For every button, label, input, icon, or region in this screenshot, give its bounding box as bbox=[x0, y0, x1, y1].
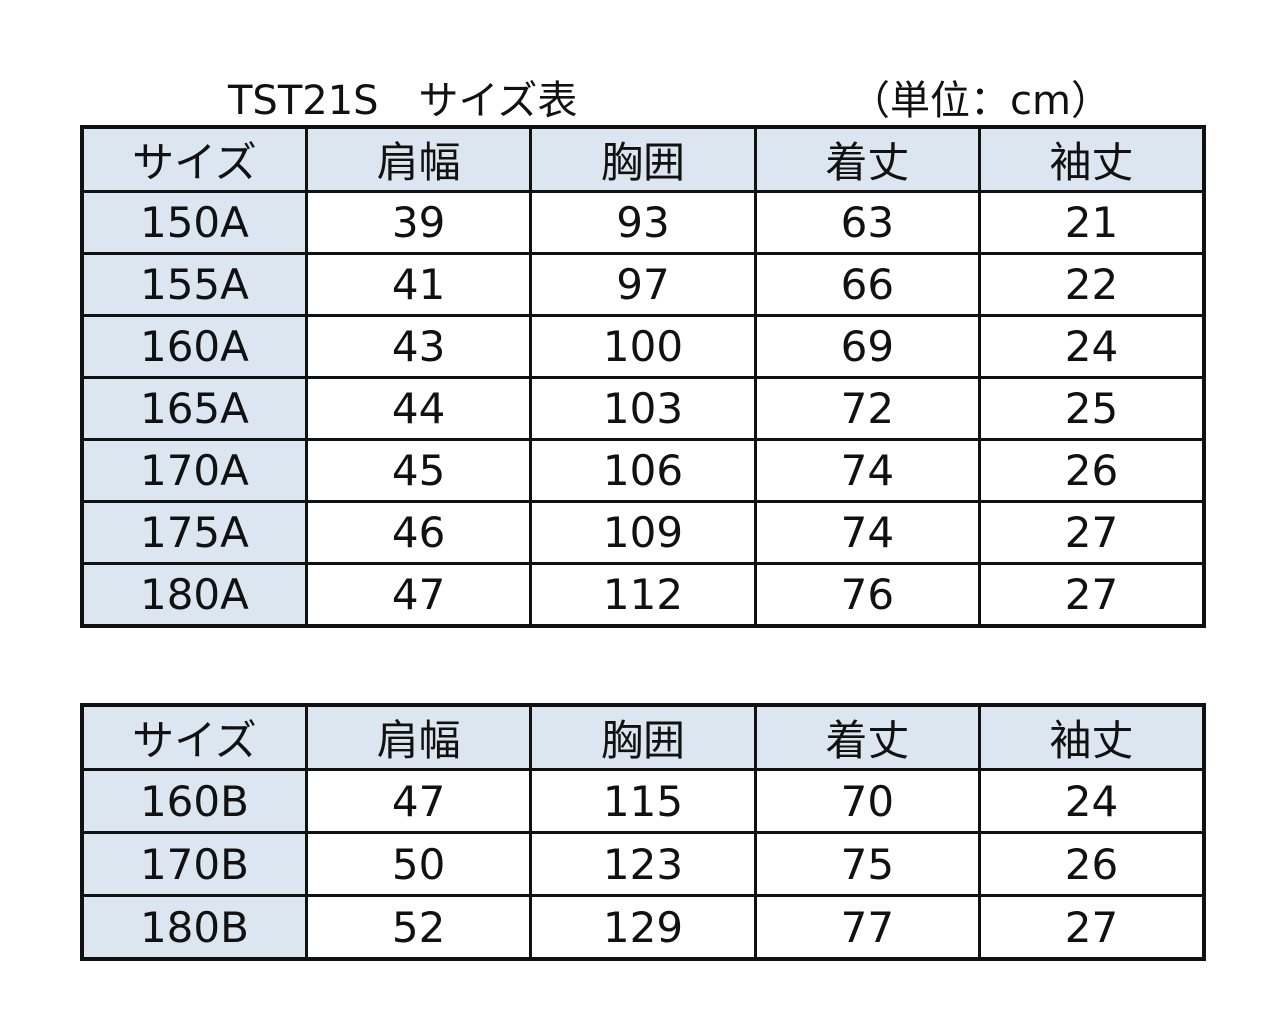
size-cell: 180B bbox=[80, 894, 308, 961]
value-cell: 70 bbox=[753, 768, 982, 834]
header-cell: 着丈 bbox=[753, 703, 982, 771]
table-row: 170A 45 106 74 26 bbox=[80, 438, 1206, 503]
value-cell: 46 bbox=[304, 500, 533, 565]
table-row: 180A 47 112 76 27 bbox=[80, 562, 1206, 628]
size-cell: 180A bbox=[80, 562, 308, 628]
value-cell: 27 bbox=[978, 562, 1206, 628]
value-cell: 47 bbox=[304, 768, 533, 834]
value-cell: 129 bbox=[529, 894, 757, 961]
size-cell: 160A bbox=[80, 314, 308, 379]
value-cell: 41 bbox=[304, 252, 533, 317]
size-cell: 170A bbox=[80, 438, 308, 503]
value-cell: 76 bbox=[753, 562, 982, 628]
value-cell: 74 bbox=[753, 438, 982, 503]
value-cell: 72 bbox=[753, 376, 982, 441]
value-cell: 109 bbox=[529, 500, 757, 565]
header-cell: 肩幅 bbox=[304, 703, 533, 771]
value-cell: 26 bbox=[978, 438, 1206, 503]
value-cell: 74 bbox=[753, 500, 982, 565]
size-table: サイズ 肩幅 胸囲 着丈 袖丈 150A 39 93 63 21 155A 41 97 66 22 160A 4… bbox=[80, 125, 1206, 628]
value-cell: 26 bbox=[978, 831, 1206, 897]
value-cell: 100 bbox=[529, 314, 757, 379]
table-row: 155A 41 97 66 22 bbox=[80, 252, 1206, 317]
value-cell: 63 bbox=[753, 190, 982, 255]
value-cell: 103 bbox=[529, 376, 757, 441]
header-cell: 胸囲 bbox=[529, 125, 757, 193]
table-row: 165A 44 103 72 25 bbox=[80, 376, 1206, 441]
value-cell: 123 bbox=[529, 831, 757, 897]
title: TST21S サイズ表 bbox=[228, 78, 578, 124]
value-cell: 27 bbox=[978, 500, 1206, 565]
header-cell: 胸囲 bbox=[529, 703, 757, 771]
value-cell: 93 bbox=[529, 190, 757, 255]
value-cell: 52 bbox=[304, 894, 533, 961]
value-cell: 77 bbox=[753, 894, 982, 961]
value-cell: 24 bbox=[978, 314, 1206, 379]
size-cell: 175A bbox=[80, 500, 308, 565]
value-cell: 44 bbox=[304, 376, 533, 441]
value-cell: 45 bbox=[304, 438, 533, 503]
header-cell: 着丈 bbox=[753, 125, 982, 193]
header-row: サイズ 肩幅 胸囲 着丈 袖丈 bbox=[80, 703, 1206, 771]
value-cell: 27 bbox=[978, 894, 1206, 961]
value-cell: 24 bbox=[978, 768, 1206, 834]
value-cell: 43 bbox=[304, 314, 533, 379]
header-row: サイズ 肩幅 胸囲 着丈 袖丈 bbox=[80, 125, 1206, 193]
value-cell: 25 bbox=[978, 376, 1206, 441]
value-cell: 112 bbox=[529, 562, 757, 628]
size-cell: 165A bbox=[80, 376, 308, 441]
value-cell: 106 bbox=[529, 438, 757, 503]
table-row: 150A 39 93 63 21 bbox=[80, 190, 1206, 255]
table-row: 160B 47 115 70 24 bbox=[80, 768, 1206, 834]
value-cell: 66 bbox=[753, 252, 982, 317]
value-cell: 75 bbox=[753, 831, 982, 897]
value-cell: 39 bbox=[304, 190, 533, 255]
header-cell: 袖丈 bbox=[978, 703, 1206, 771]
header-cell: サイズ bbox=[80, 125, 308, 193]
table-row: 160A 43 100 69 24 bbox=[80, 314, 1206, 379]
value-cell: 47 bbox=[304, 562, 533, 628]
size-cell: 170B bbox=[80, 831, 308, 897]
header-cell: 袖丈 bbox=[978, 125, 1206, 193]
table-row: 175A 46 109 74 27 bbox=[80, 500, 1206, 565]
value-cell: 21 bbox=[978, 190, 1206, 255]
value-cell: 22 bbox=[978, 252, 1206, 317]
unit-label: （単位：cm） bbox=[850, 78, 1111, 124]
size-cell: 155A bbox=[80, 252, 308, 317]
table-row: 180B 52 129 77 27 bbox=[80, 894, 1206, 961]
value-cell: 115 bbox=[529, 768, 757, 834]
size-cell: 160B bbox=[80, 768, 308, 834]
header-cell: サイズ bbox=[80, 703, 308, 771]
table-row: 170B 50 123 75 26 bbox=[80, 831, 1206, 897]
value-cell: 50 bbox=[304, 831, 533, 897]
size-table: サイズ 肩幅 胸囲 着丈 袖丈 160B 47 115 70 24 170B 50 123 75 26 180… bbox=[80, 703, 1206, 961]
header-cell: 肩幅 bbox=[304, 125, 533, 193]
size-cell: 150A bbox=[80, 190, 308, 255]
value-cell: 97 bbox=[529, 252, 757, 317]
value-cell: 69 bbox=[753, 314, 982, 379]
